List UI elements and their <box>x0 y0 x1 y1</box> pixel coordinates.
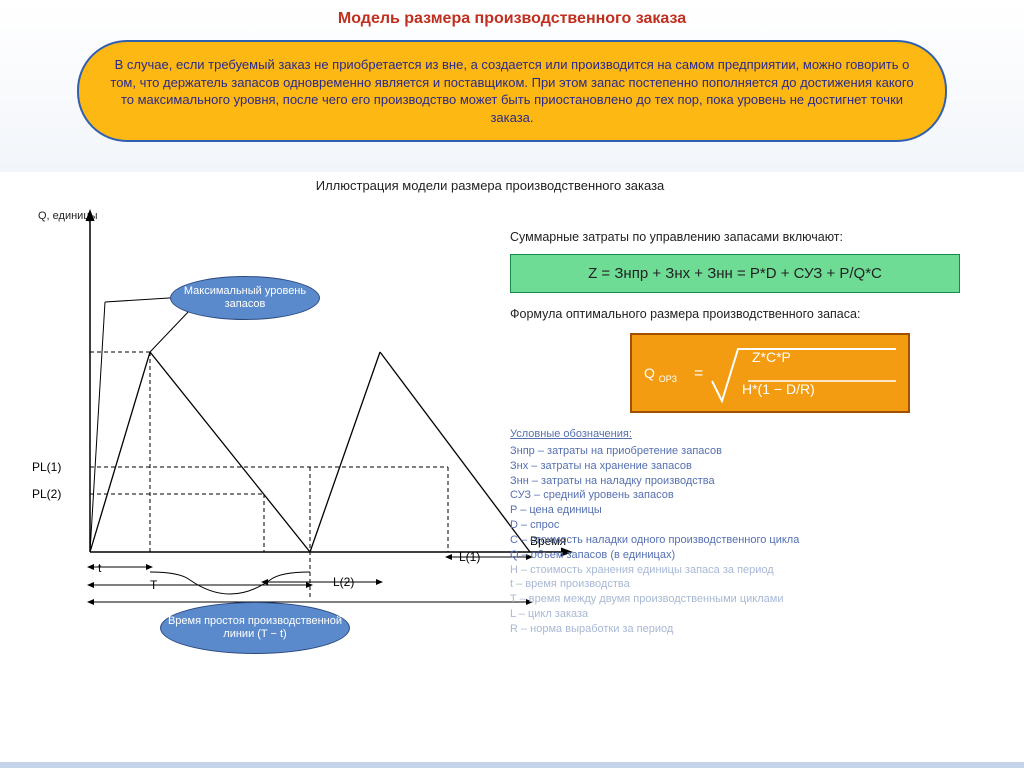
legend-item: Q – объем запасов (в единицах) <box>510 548 1005 563</box>
legend-item-faded: H – стоимость хранения единицы запаса за… <box>510 563 1005 578</box>
t-label: t <box>98 561 101 575</box>
page-title: Модель размера производственного заказа <box>0 0 1024 28</box>
legend-item: Знн – затраты на наладку производства <box>510 474 1005 489</box>
formula-denominator: H*(1 − D/R) <box>742 381 815 397</box>
right-column: Суммарные затраты по управлению запасами… <box>510 230 1005 637</box>
l1-label: L(1) <box>459 550 480 564</box>
formula-lhs: Q ОРЗ <box>644 365 677 384</box>
oval-idle-time: Время простоя производственной линии (T … <box>160 602 350 654</box>
chart-svg <box>30 202 590 622</box>
legend-item: C – стоимость наладки одного производств… <box>510 533 1005 548</box>
formula-total-costs: Z = Знпр + Знх + Знн = P*D + СУЗ + P/Q*C <box>510 254 960 293</box>
formula-optimal-size: Q ОРЗ = Z*C*P H*(1 − D/R) <box>630 333 910 413</box>
l2-label: L(2) <box>333 575 354 589</box>
sqrt-icon <box>710 343 900 407</box>
oval-max-stock: Максимальный уровень запасов <box>170 276 320 320</box>
pl2-label: PL(2) <box>32 487 61 501</box>
legend-item-faded: T – время между двумя производственными … <box>510 592 1005 607</box>
legend-item: Знх – затраты на хранение запасов <box>510 459 1005 474</box>
formula-numerator: Z*C*P <box>752 349 791 365</box>
optimal-title: Формула оптимального размера производств… <box>510 307 1005 321</box>
legend-item-faded: R – норма выработки за период <box>510 622 1005 637</box>
legend-header: Условные обозначения: <box>510 427 1005 442</box>
t-upper-label: T <box>150 578 157 592</box>
illustration-title: Иллюстрация модели размера производствен… <box>240 178 740 193</box>
pl1-label: PL(1) <box>32 460 61 474</box>
formula-eq: = <box>694 365 703 383</box>
legend-item: D – спрос <box>510 518 1005 533</box>
legend-item: Знпр – затраты на приобретение запасов <box>510 444 1005 459</box>
costs-title: Суммарные затраты по управлению запасами… <box>510 230 1005 244</box>
content-area: Иллюстрация модели размера производствен… <box>0 172 1024 762</box>
legend: Условные обозначения: Знпр – затраты на … <box>510 427 1005 637</box>
legend-item-faded: L – цикл заказа <box>510 607 1005 622</box>
description-box: В случае, если требуемый заказ не приобр… <box>77 40 947 142</box>
legend-item: СУЗ – средний уровень запасов <box>510 488 1005 503</box>
legend-item: P – цена единицы <box>510 503 1005 518</box>
legend-item-faded: t – время производства <box>510 577 1005 592</box>
